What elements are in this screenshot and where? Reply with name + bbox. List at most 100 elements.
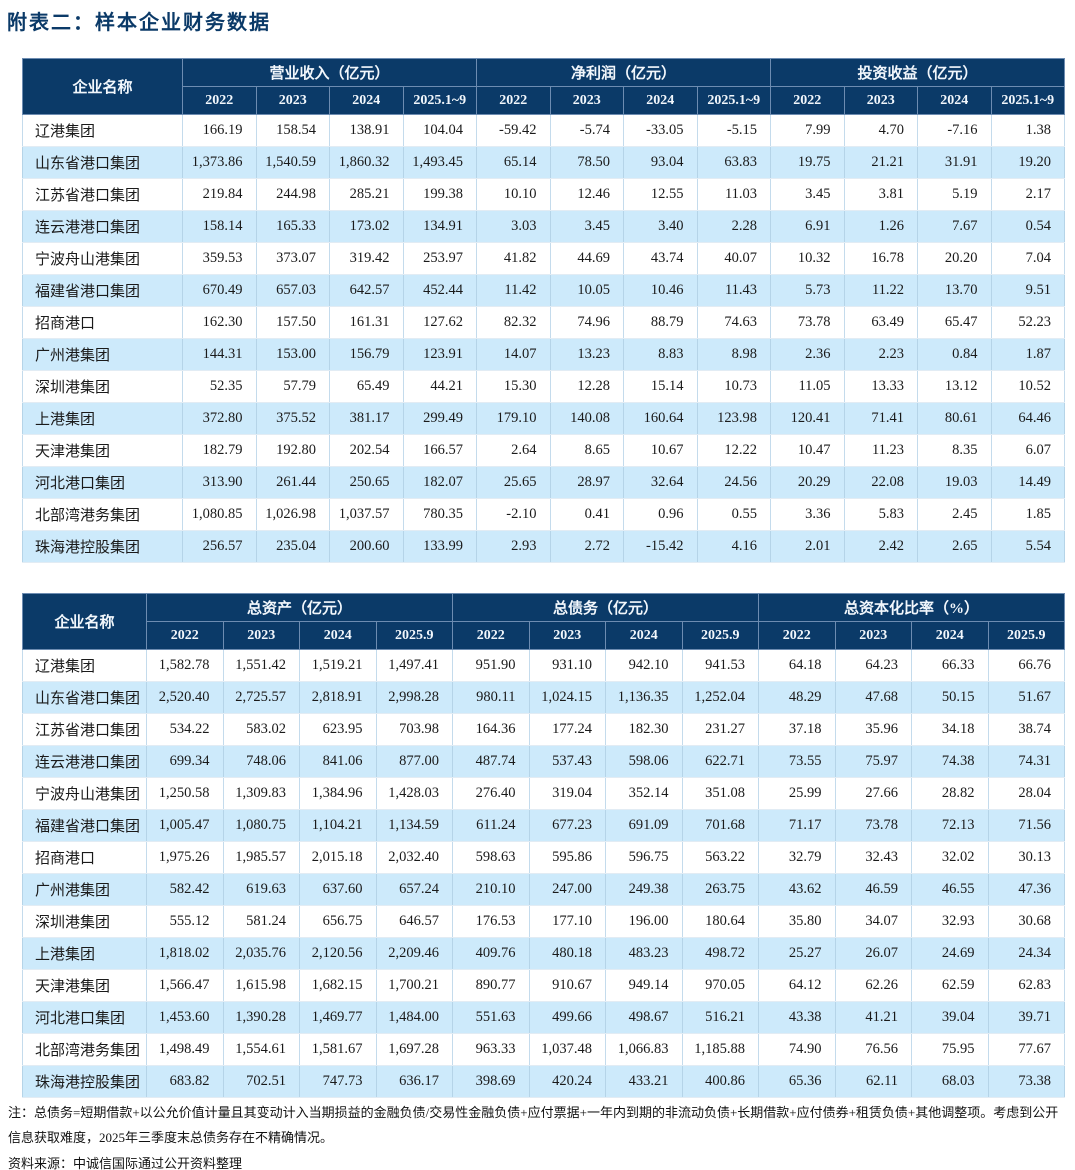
value-cell: 12.28 xyxy=(549,370,625,403)
value-cell: 11.22 xyxy=(843,274,919,307)
value-cell: 74.38 xyxy=(911,745,989,778)
company-name-cell: 北部湾港务集团 xyxy=(22,498,183,531)
value-cell: 51.67 xyxy=(987,681,1066,714)
value-cell: 44.69 xyxy=(549,242,625,275)
value-cell: 72.13 xyxy=(911,809,989,842)
table-row: 珠海港控股集团 683.82 702.51 747.73 636.17 398.69 420… xyxy=(22,1065,1066,1098)
value-cell: 24.34 xyxy=(987,937,1066,970)
value-cell: 166.19 xyxy=(182,114,257,147)
value-cell: 158.54 xyxy=(255,114,330,147)
company-name-cell: 辽港集团 xyxy=(22,649,147,682)
value-cell: 1,066.83 xyxy=(605,1033,683,1066)
value-cell: 179.10 xyxy=(476,402,551,435)
value-cell: 702.51 xyxy=(222,1065,300,1098)
table-row: 山东省港口集团 1,373.86 1,540.59 1,860.32 1,493.45 6… xyxy=(22,146,1066,179)
table-row: 连云港港口集团 158.14 165.33 173.02 134.91 3.03 3.45 3… xyxy=(22,210,1066,243)
value-cell: 62.26 xyxy=(834,969,913,1002)
value-cell: 372.80 xyxy=(182,402,257,435)
total-debt-group-header: 总债务（亿元） xyxy=(452,593,760,622)
value-cell: 8.98 xyxy=(696,338,772,371)
value-cell: 256.57 xyxy=(182,530,257,563)
value-cell: 498.67 xyxy=(605,1001,683,1034)
value-cell: 43.38 xyxy=(758,1001,836,1034)
value-cell: 41.21 xyxy=(834,1001,913,1034)
value-cell: 890.77 xyxy=(452,969,530,1002)
value-cell: 351.08 xyxy=(681,777,760,810)
value-cell: 35.80 xyxy=(758,905,836,938)
table-row: 上港集团 372.80 375.52 381.17 299.49 179.10 140.08… xyxy=(22,402,1066,435)
value-cell: 6.07 xyxy=(990,434,1066,467)
value-cell: 73.78 xyxy=(770,306,845,339)
value-cell: 780.35 xyxy=(402,498,478,531)
company-name-cell: 北部湾港务集团 xyxy=(22,1033,147,1066)
year-header: 2023 xyxy=(255,86,330,115)
value-cell: 319.04 xyxy=(528,777,607,810)
table-row: 天津港集团 182.79 192.80 202.54 166.57 2.64 8.65 10.… xyxy=(22,434,1066,467)
value-cell: 373.07 xyxy=(255,242,330,275)
value-cell: 598.06 xyxy=(605,745,683,778)
table-row: 山东省港口集团 2,520.40 2,725.57 2,818.91 2,998.28 9… xyxy=(22,681,1066,714)
value-cell: 199.38 xyxy=(402,178,478,211)
value-cell: 63.49 xyxy=(843,306,919,339)
value-cell: 19.03 xyxy=(917,466,992,499)
value-cell: 65.14 xyxy=(476,146,551,179)
table-row: 上港集团 1,818.02 2,035.76 2,120.56 2,209.46 409.… xyxy=(22,937,1066,970)
value-cell: 182.07 xyxy=(402,466,478,499)
total-assets-group-header: 总资产（亿元） xyxy=(145,593,454,622)
value-cell: 24.69 xyxy=(911,937,989,970)
value-cell: 582.42 xyxy=(146,873,224,906)
value-cell: 1,469.77 xyxy=(299,1001,377,1034)
value-cell: 64.46 xyxy=(990,402,1066,435)
value-cell: 8.83 xyxy=(623,338,698,371)
value-cell: 3.45 xyxy=(770,178,845,211)
value-cell: 25.27 xyxy=(758,937,836,970)
value-cell: 156.79 xyxy=(329,338,404,371)
value-cell: 10.46 xyxy=(623,274,698,307)
value-cell: -33.05 xyxy=(623,114,698,147)
year-header: 2024 xyxy=(605,621,683,650)
value-cell: 71.41 xyxy=(843,402,919,435)
value-cell: 1,697.28 xyxy=(375,1033,454,1066)
value-cell: 64.23 xyxy=(834,649,913,682)
value-cell: 176.53 xyxy=(452,905,530,938)
revenue-group-header: 营业收入（亿元） xyxy=(181,58,478,87)
value-cell: 73.78 xyxy=(834,809,913,842)
group-header-row: 企业名称 营业收入（亿元） 净利润（亿元） 投资收益（亿元） xyxy=(22,58,1066,115)
value-cell: 46.59 xyxy=(834,873,913,906)
year-header: 2025.9 xyxy=(987,621,1066,650)
value-cell: 27.66 xyxy=(834,777,913,810)
value-cell: 2.23 xyxy=(843,338,919,371)
table-row: 福建省港口集团 1,005.47 1,080.75 1,104.21 1,134.59 6… xyxy=(22,809,1066,842)
value-cell: 433.21 xyxy=(605,1065,683,1098)
value-cell: 46.55 xyxy=(911,873,989,906)
company-name-cell: 珠海港控股集团 xyxy=(22,1065,147,1098)
value-cell: 165.33 xyxy=(255,210,330,243)
table-row: 辽港集团 1,582.78 1,551.42 1,519.21 1,497.41 951.… xyxy=(22,649,1066,682)
value-cell: 66.76 xyxy=(987,649,1066,682)
year-header: 2024 xyxy=(917,86,992,115)
value-cell: 2,032.40 xyxy=(375,841,454,874)
value-cell: 657.24 xyxy=(375,873,454,906)
value-cell: 39.71 xyxy=(987,1001,1066,1034)
value-cell: 703.98 xyxy=(375,713,454,746)
value-cell: 253.97 xyxy=(402,242,478,275)
value-cell: 15.14 xyxy=(623,370,698,403)
value-cell: 47.68 xyxy=(834,681,913,714)
value-cell: 1,252.04 xyxy=(681,681,760,714)
value-cell: 62.59 xyxy=(911,969,989,1002)
value-cell: 1.26 xyxy=(843,210,919,243)
value-cell: 13.33 xyxy=(843,370,919,403)
value-cell: 2.45 xyxy=(917,498,992,531)
value-cell: 4.16 xyxy=(696,530,772,563)
value-cell: 5.83 xyxy=(843,498,919,531)
value-cell: 1.87 xyxy=(990,338,1066,371)
value-cell: 2.01 xyxy=(770,530,845,563)
value-cell: 21.21 xyxy=(843,146,919,179)
value-cell: 32.02 xyxy=(911,841,989,874)
value-cell: 1,975.26 xyxy=(146,841,224,874)
value-cell: 1,498.49 xyxy=(146,1033,224,1066)
year-header: 2025.1~9 xyxy=(696,86,772,115)
net-profit-group-header: 净利润（亿元） xyxy=(476,58,772,87)
value-cell: 499.66 xyxy=(528,1001,607,1034)
value-cell: 182.30 xyxy=(605,713,683,746)
